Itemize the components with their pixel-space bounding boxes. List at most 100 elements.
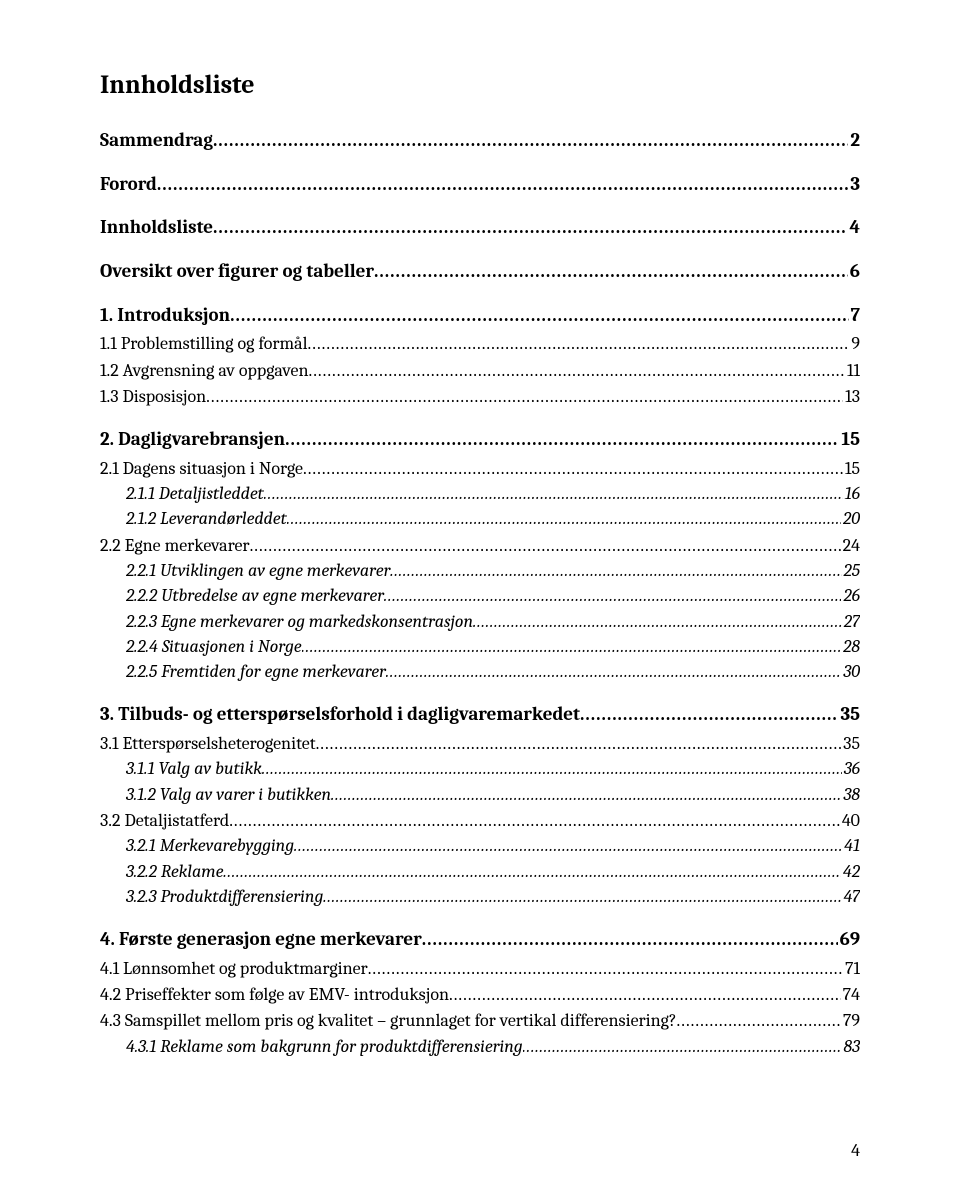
toc-leader xyxy=(368,957,843,981)
toc-leader xyxy=(223,860,840,884)
toc-entry: 2.2.5 Fremtiden for egne merkevarer 30 xyxy=(100,660,860,684)
toc-entry-label: Innholdsliste xyxy=(100,215,213,241)
toc-entry-page: 20 xyxy=(841,507,860,531)
toc-entry-page: 28 xyxy=(841,635,860,659)
toc-entry: 2.2.1 Utviklingen av egne merkevarer 25 xyxy=(100,559,860,583)
toc-entry-label: 2.2.3 Egne merkevarer og markedskonsentr… xyxy=(126,610,473,634)
toc-entry-label: 3.1 Etterspørselsheterogenitet xyxy=(100,732,316,756)
toc-entry-label: 3.2 Detaljistatferd xyxy=(100,809,229,833)
toc-entry-page: 16 xyxy=(843,482,860,506)
toc-leader xyxy=(262,757,842,781)
toc-leader xyxy=(302,635,842,659)
toc-entry: Oversikt over figurer og tabeller 6 xyxy=(100,259,860,285)
toc-leader xyxy=(677,1009,841,1033)
toc-entry: Forord 3 xyxy=(100,172,860,198)
table-of-contents: Sammendrag 2 Forord 3 Innholdsliste 4 Overs… xyxy=(100,128,860,1059)
toc-entry-page: 13 xyxy=(843,385,860,409)
toc-entry: 2.1.1 Detaljistleddet 16 xyxy=(100,482,860,506)
toc-leader xyxy=(323,885,841,909)
toc-entry-label: 2.1.2 Leverandørleddet xyxy=(126,507,287,531)
toc-entry-page: 3 xyxy=(848,172,860,198)
toc-leader xyxy=(229,809,840,833)
page-title: Innholdsliste xyxy=(100,70,860,100)
toc-entry: 3.1.1 Valg av butikk 36 xyxy=(100,757,860,781)
toc-leader xyxy=(523,1035,842,1059)
toc-entry-page: 69 xyxy=(838,927,860,953)
toc-entry-label: 3.1.1 Valg av butikk xyxy=(126,757,262,781)
toc-entry: 4. Første generasjon egne merkevarer 69 xyxy=(100,927,860,953)
toc-leader xyxy=(157,172,848,198)
toc-leader xyxy=(230,303,849,329)
toc-entry: 3.2 Detaljistatferd 40 xyxy=(100,809,860,833)
toc-entry-label: 4. Første generasjon egne merkevarer xyxy=(100,927,422,953)
toc-entry-label: 2.2.1 Utviklingen av egne merkevarer xyxy=(126,559,390,583)
toc-entry: 3.1 Etterspørselsheterogenitet 35 xyxy=(100,732,860,756)
toc-entry: 2.2.4 Situasjonen i Norge 28 xyxy=(100,635,860,659)
toc-entry-label: 4.3 Samspillet mellom pris og kvalitet –… xyxy=(100,1009,677,1033)
toc-entry-label: Forord xyxy=(100,172,157,198)
toc-entry-label: 4.2 Priseffekter som følge av EMV- intro… xyxy=(100,983,449,1007)
page-number: 4 xyxy=(851,1140,860,1161)
toc-entry-page: 40 xyxy=(840,809,860,833)
toc-entry-page: 2 xyxy=(848,128,860,154)
toc-leader xyxy=(422,927,838,953)
toc-entry-page: 47 xyxy=(842,885,861,909)
toc-entry-page: 27 xyxy=(842,610,860,634)
toc-entry: 2.1.2 Leverandørleddet 20 xyxy=(100,507,860,531)
toc-entry-page: 6 xyxy=(848,259,860,285)
toc-entry-page: 7 xyxy=(849,303,860,329)
toc-entry-label: 2. Dagligvarebransjen xyxy=(100,427,285,453)
toc-entry-label: 2.2 Egne merkevarer xyxy=(100,534,250,558)
toc-entry-page: 42 xyxy=(841,860,860,884)
toc-entry-page: 41 xyxy=(842,834,860,858)
toc-entry-label: 3.2.3 Produktdifferensiering xyxy=(126,885,323,909)
toc-entry-label: Oversikt over figurer og tabeller xyxy=(100,259,374,285)
toc-entry-label: 2.1.1 Detaljistleddet xyxy=(126,482,264,506)
toc-leader xyxy=(264,482,843,506)
toc-entry-label: 2.2.5 Fremtiden for egne merkevarer xyxy=(126,660,386,684)
toc-entry: 4.2 Priseffekter som følge av EMV- intro… xyxy=(100,983,860,1007)
toc-leader xyxy=(213,128,848,154)
toc-leader xyxy=(384,584,841,608)
toc-entry-page: 9 xyxy=(849,332,860,356)
toc-entry-label: 3.1.2 Valg av varer i butikken xyxy=(126,783,331,807)
toc-leader xyxy=(213,215,847,241)
toc-entry: Sammendrag 2 xyxy=(100,128,860,154)
toc-entry: 1.3 Disposisjon 13 xyxy=(100,385,860,409)
toc-entry: 3.2.2 Reklame 42 xyxy=(100,860,860,884)
toc-entry-page: 11 xyxy=(845,359,860,383)
toc-entry-label: Sammendrag xyxy=(100,128,213,154)
toc-entry-label: 1.1 Problemstilling og formål xyxy=(100,332,308,356)
toc-leader xyxy=(287,507,841,531)
toc-entry: 2.1 Dagens situasjon i Norge 15 xyxy=(100,457,860,481)
toc-leader xyxy=(308,332,850,356)
toc-entry: 1.2 Avgrensning av oppgaven 11 xyxy=(100,359,860,383)
toc-entry-label: 3.2.2 Reklame xyxy=(126,860,223,884)
toc-entry-page: 35 xyxy=(838,702,860,728)
toc-entry-label: 3. Tilbuds- og etterspørselsforhold i da… xyxy=(100,702,580,728)
toc-entry-page: 83 xyxy=(841,1035,860,1059)
toc-entry-label: 2.2.4 Situasjonen i Norge xyxy=(126,635,302,659)
toc-entry-label: 1.2 Avgrensning av oppgaven xyxy=(100,359,309,383)
toc-leader xyxy=(331,783,841,807)
toc-leader xyxy=(285,427,839,453)
toc-entry-label: 3.2.1 Merkevarebygging xyxy=(126,834,294,858)
toc-entry: 1. Introduksjon 7 xyxy=(100,303,860,329)
toc-entry-label: 1.3 Disposisjon xyxy=(100,385,206,409)
toc-entry-page: 74 xyxy=(841,983,860,1007)
toc-entry-page: 24 xyxy=(841,534,860,558)
toc-entry: Innholdsliste 4 xyxy=(100,215,860,241)
toc-entry: 4.3 Samspillet mellom pris og kvalitet –… xyxy=(100,1009,860,1033)
toc-entry-page: 35 xyxy=(841,732,860,756)
toc-entry-page: 79 xyxy=(841,1009,860,1033)
toc-entry: 3.2.3 Produktdifferensiering 47 xyxy=(100,885,860,909)
toc-entry-page: 71 xyxy=(843,957,860,981)
toc-entry-page: 25 xyxy=(842,559,860,583)
toc-entry: 2. Dagligvarebransjen 15 xyxy=(100,427,860,453)
toc-leader xyxy=(316,732,842,756)
toc-leader xyxy=(473,610,842,634)
toc-entry-label: 1. Introduksjon xyxy=(100,303,230,329)
toc-entry-label: 4.3.1 Reklame som bakgrunn for produktdi… xyxy=(126,1035,523,1059)
toc-entry-page: 38 xyxy=(841,783,860,807)
toc-entry: 1.1 Problemstilling og formål 9 xyxy=(100,332,860,356)
